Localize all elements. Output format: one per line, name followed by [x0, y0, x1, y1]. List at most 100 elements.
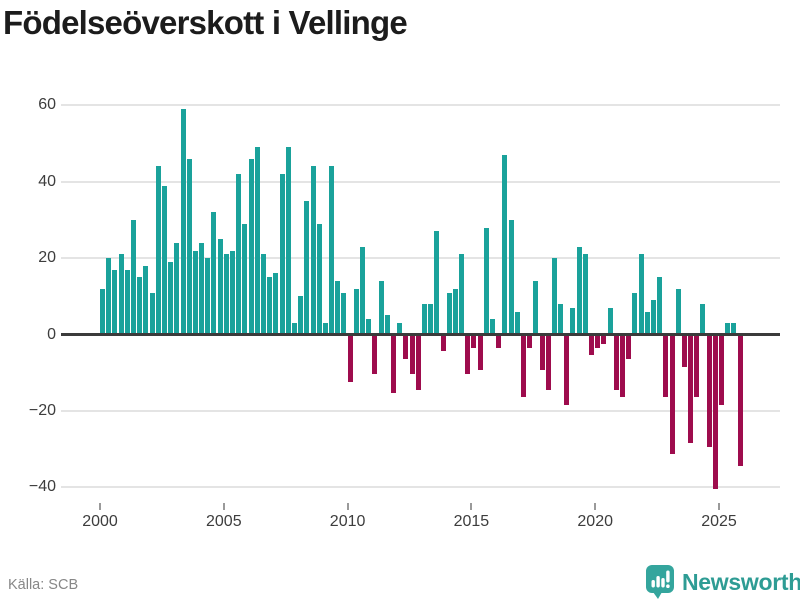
bar: [322, 323, 328, 335]
bar: [595, 336, 601, 348]
x-axis-label: 2010: [329, 513, 366, 530]
bar: [174, 242, 180, 335]
bar: [508, 219, 514, 335]
bar: [372, 336, 378, 375]
bar: [217, 239, 223, 335]
bar: [459, 254, 464, 335]
x-axis-label: 2025: [701, 513, 737, 530]
bar: [725, 323, 731, 335]
bar: [737, 336, 743, 466]
bar: [291, 323, 297, 335]
x-axis-label: 2005: [206, 513, 242, 530]
bar: [230, 250, 235, 335]
x-axis-tick: [346, 503, 349, 510]
x-axis-label: 2000: [82, 513, 118, 530]
bar: [112, 269, 118, 335]
bar: [558, 303, 564, 335]
bar: [106, 258, 112, 335]
bar: [310, 166, 316, 335]
bar: [335, 281, 341, 335]
y-axis-label: −40: [28, 478, 56, 496]
bar: [483, 227, 489, 335]
bar: [360, 246, 365, 335]
y-axis-label: 20: [38, 249, 56, 267]
bar: [644, 311, 650, 335]
bar: [626, 336, 632, 359]
bar: [620, 336, 625, 398]
bar: [440, 336, 446, 352]
bar: [384, 315, 390, 335]
bar: [719, 336, 724, 405]
bar: [205, 258, 211, 335]
bar: [378, 281, 384, 335]
bar: [502, 155, 508, 335]
grid-line: [70, 257, 780, 260]
bar: [199, 242, 204, 335]
bar: [731, 323, 737, 335]
bar: [564, 336, 570, 405]
zero-line: [70, 333, 780, 336]
bar: [273, 273, 279, 335]
bar: [545, 336, 551, 390]
bar: [650, 300, 656, 335]
bar: [242, 223, 248, 335]
source-label: Källa: SCB: [8, 577, 79, 593]
bar: [161, 185, 167, 335]
bar: [130, 219, 136, 335]
bar: [669, 336, 675, 455]
bar: [118, 254, 124, 335]
bar: [298, 296, 304, 335]
grid-line: [70, 486, 780, 489]
bar: [527, 336, 533, 348]
bar: [397, 323, 403, 335]
bar: [192, 250, 198, 335]
bar: [576, 246, 582, 335]
bar: [496, 336, 502, 348]
bar: [589, 336, 594, 356]
y-axis-tick: [61, 180, 70, 183]
bar: [403, 336, 409, 359]
newsworthy-wordmark: Newsworthy: [682, 568, 800, 595]
bar: [329, 166, 334, 335]
bar: [688, 336, 694, 443]
bar: [465, 336, 471, 375]
x-axis-label: 2020: [577, 513, 613, 530]
bar: [490, 319, 495, 335]
newsworthy-logo[interactable]: Newsworthy: [644, 564, 800, 599]
bar: [260, 254, 266, 335]
bar: [539, 336, 545, 371]
bar: [366, 319, 372, 335]
bar: [211, 212, 217, 335]
y-axis-tick: [61, 409, 70, 412]
bar: [712, 336, 718, 489]
newsworthy-pin-icon: [644, 564, 676, 599]
bar: [638, 254, 644, 335]
y-axis-label: −20: [28, 401, 56, 419]
bar: [353, 288, 359, 335]
grid-line: [70, 104, 780, 107]
y-axis-tick: [61, 257, 70, 260]
bar: [428, 303, 434, 335]
bar: [186, 158, 192, 335]
bar: [471, 336, 477, 348]
bar: [421, 303, 427, 335]
x-axis-tick: [470, 503, 473, 510]
bar: [582, 254, 588, 335]
bar: [390, 336, 396, 394]
y-axis-tick: [61, 104, 70, 107]
y-axis-label: 0: [47, 325, 56, 343]
bar: [601, 336, 607, 344]
grid-line: [70, 409, 780, 412]
bar: [533, 281, 539, 335]
bar: [254, 147, 260, 335]
bar: [279, 174, 285, 335]
bar: [236, 174, 242, 335]
bar: [168, 261, 174, 335]
bar: [248, 158, 254, 335]
bar: [681, 336, 687, 367]
bar: [694, 336, 700, 398]
bar: [347, 336, 353, 382]
bar: [341, 292, 347, 335]
bar: [180, 109, 186, 335]
